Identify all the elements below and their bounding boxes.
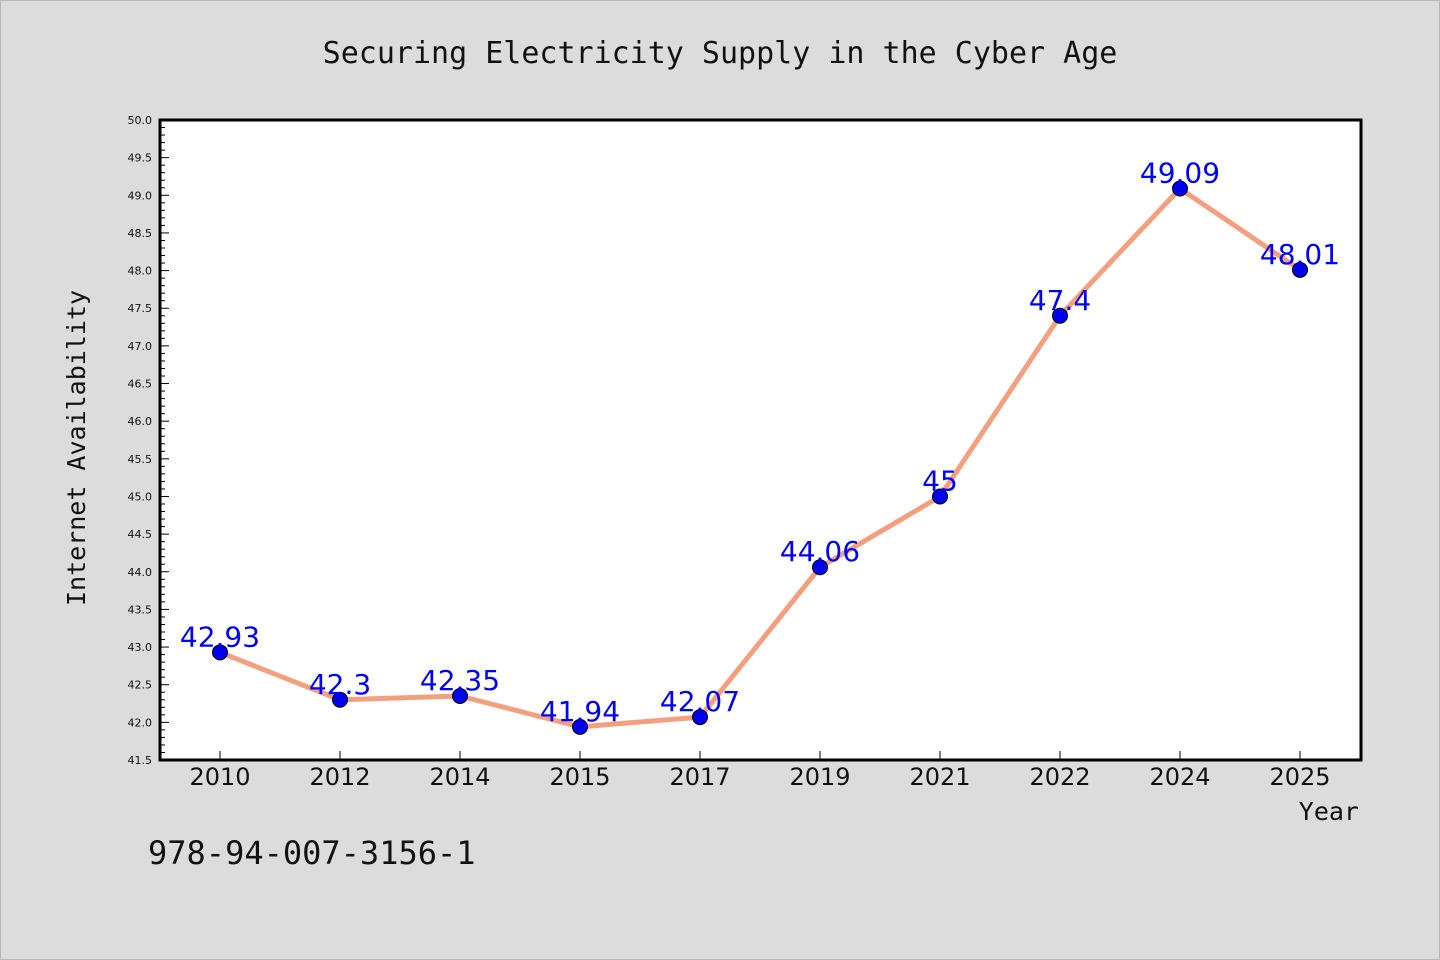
y-tick-label: 46.0 xyxy=(128,415,153,428)
data-label: 45 xyxy=(922,464,958,497)
x-tick-label: 2010 xyxy=(189,763,250,791)
x-tick-label: 2019 xyxy=(789,763,850,791)
data-point xyxy=(1052,307,1068,324)
x-axis-title: Year xyxy=(1299,797,1359,826)
data-point xyxy=(692,709,708,726)
x-tick-label: 2021 xyxy=(909,763,970,791)
y-tick-label: 48.5 xyxy=(128,227,153,240)
x-tick-label: 2024 xyxy=(1149,763,1210,791)
x-tick-label: 2014 xyxy=(429,763,490,791)
data-point xyxy=(332,691,348,708)
data-point xyxy=(812,559,828,576)
data-point xyxy=(452,688,468,704)
y-tick-label: 49.0 xyxy=(128,189,153,202)
footnote-isbn: 978-94-007-3156-1 xyxy=(148,834,476,872)
data-label: 44.06 xyxy=(780,535,860,568)
series-line xyxy=(217,186,1303,730)
x-tick-label: 2015 xyxy=(549,763,610,791)
y-tick-label: 46.5 xyxy=(128,378,153,391)
data-point xyxy=(932,488,948,505)
data-point xyxy=(572,718,588,735)
data-point xyxy=(1172,180,1188,197)
y-axis-title: Internet Availability xyxy=(62,290,91,606)
y-tick-label: 41.5 xyxy=(128,754,153,767)
data-label: 41.94 xyxy=(540,695,620,728)
data-label: 42.07 xyxy=(660,685,740,718)
data-label: 42.3 xyxy=(309,668,371,701)
y-tick-label: 42.0 xyxy=(128,716,153,729)
y-tick-label: 50.0 xyxy=(128,114,153,127)
y-tick-label: 49.5 xyxy=(128,152,153,165)
data-label: 49.09 xyxy=(1140,157,1220,190)
data-label: 48.01 xyxy=(1260,238,1340,271)
x-axis-tick-labels: 2010 2012 2014 2015 2017 2019 2021 2022 2024 2025 xyxy=(189,763,1330,791)
y-tick-label: 47.5 xyxy=(128,302,153,315)
data-point xyxy=(212,644,228,661)
x-tick-label: 2025 xyxy=(1269,763,1330,791)
y-tick-label: 45.0 xyxy=(128,490,153,503)
data-point xyxy=(1292,261,1308,278)
x-axis-ticks xyxy=(219,751,1301,760)
plot-area xyxy=(158,118,1363,762)
y-axis-ticks xyxy=(160,119,169,761)
chart-title: Securing Electricity Supply in the Cyber… xyxy=(323,36,1118,71)
y-tick-label: 47.0 xyxy=(128,340,153,353)
y-tick-label: 48.0 xyxy=(128,265,153,278)
y-axis-tick-labels: 41.5 42.0 42.5 43.0 43.5 44.0 44.5 45.0 45.5 46.0… xyxy=(128,114,153,767)
data-label: 42.93 xyxy=(180,620,260,653)
x-tick-label: 2012 xyxy=(309,763,370,791)
data-markers xyxy=(212,180,1308,735)
data-label: 42.35 xyxy=(420,664,500,697)
y-tick-label: 43.5 xyxy=(128,603,153,616)
y-tick-label: 42.5 xyxy=(128,679,153,692)
y-tick-label: 44.5 xyxy=(128,528,153,541)
x-tick-label: 2017 xyxy=(669,763,730,791)
data-label: 47.4 xyxy=(1029,284,1091,317)
x-tick-label: 2022 xyxy=(1029,763,1090,791)
y-tick-label: 43.0 xyxy=(128,641,153,654)
y-tick-label: 44.0 xyxy=(128,566,153,579)
y-tick-label: 45.5 xyxy=(128,453,153,466)
data-labels: 42.93 42.3 42.35 41.94 42.07 44.06 45 47.4 49.09… xyxy=(180,157,1340,728)
